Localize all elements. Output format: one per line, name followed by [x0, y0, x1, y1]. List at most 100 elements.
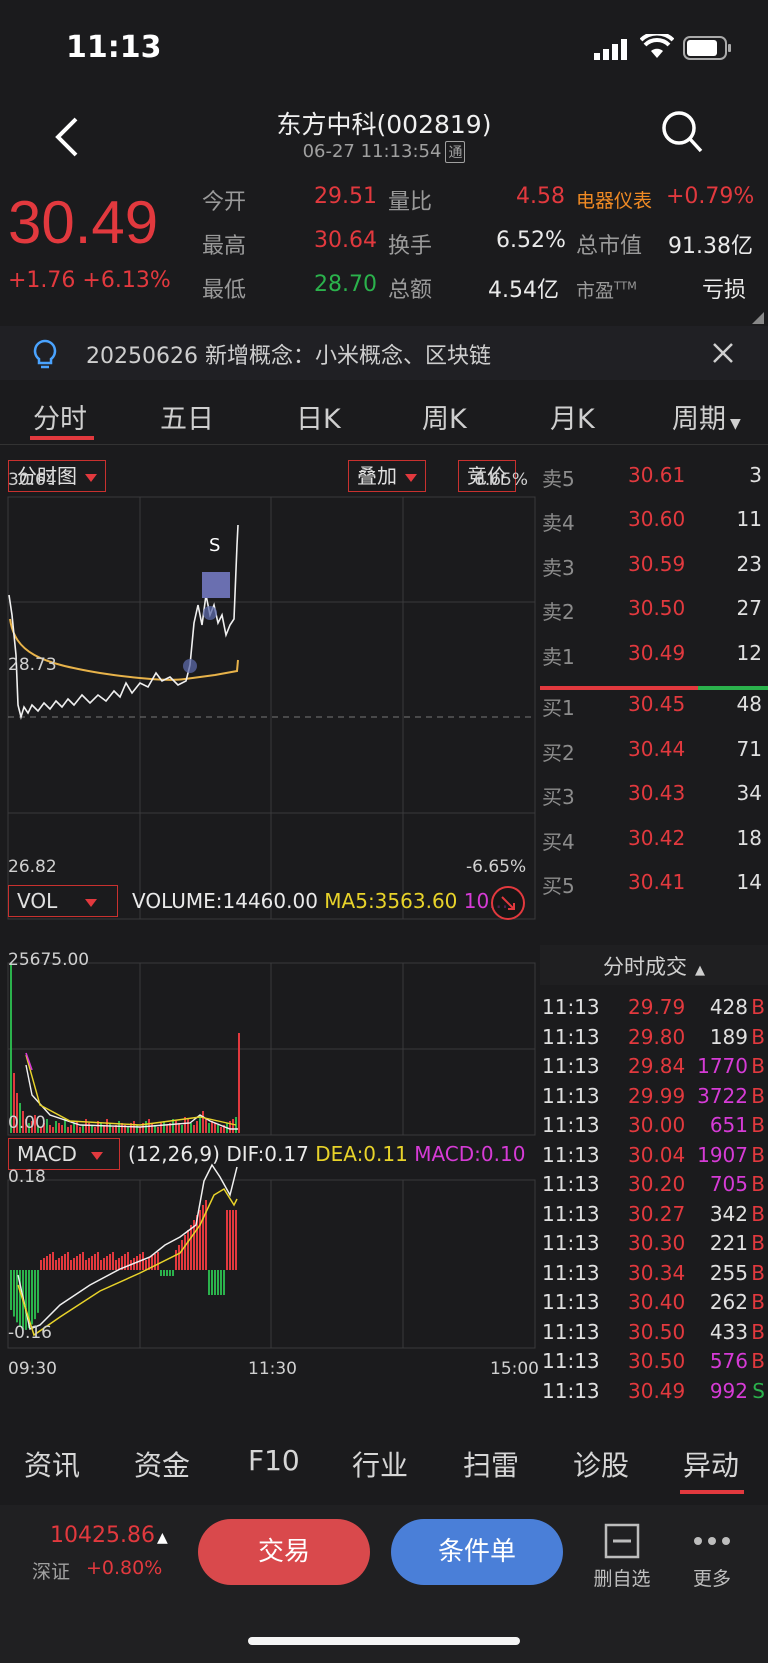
ask-row: 卖2 30.50 27 — [540, 596, 768, 626]
volume-value: VOLUME:14460.00 — [132, 889, 318, 913]
price-mid-label: 28.73 — [8, 655, 57, 675]
fullscreen-icon[interactable] — [490, 885, 526, 921]
macd-bar — [139, 1254, 141, 1270]
tab-monthly-k[interactable]: 月K — [550, 404, 595, 435]
expand-corner-icon[interactable] — [752, 312, 764, 324]
macd-bar — [112, 1252, 114, 1270]
macd-bar — [25, 1270, 27, 1330]
bid-volume: 34 — [736, 781, 762, 805]
macd-bar — [106, 1256, 108, 1270]
volume-bar — [67, 1127, 69, 1133]
overlay-dropdown[interactable]: 叠加 — [348, 460, 426, 492]
tab-daily-k[interactable]: 日K — [296, 404, 341, 435]
bid-ask-ratio-green — [698, 686, 768, 690]
macd-bar — [49, 1254, 51, 1270]
macd-bar — [202, 1205, 204, 1270]
tab-news[interactable]: 资讯 — [24, 1449, 81, 1482]
bid-row: 买4 30.42 18 — [540, 826, 768, 856]
volume-bar — [157, 1127, 159, 1133]
open-value: 29.51 — [314, 184, 377, 209]
dropdown-caret-icon — [85, 473, 97, 482]
order-book[interactable]: 卖5 30.61 3 卖4 30.60 11 卖3 30.59 23 卖2 30.50 27 卖… — [540, 455, 768, 935]
volume-bar — [31, 1121, 33, 1133]
volume-bar — [184, 1117, 186, 1133]
trade-time: 11:13 — [542, 1260, 600, 1285]
bid-label: 买1 — [542, 696, 575, 720]
conditional-order-button[interactable]: 条件单 — [391, 1519, 563, 1585]
search-icon[interactable] — [660, 109, 704, 155]
trade-point-marker — [183, 659, 197, 673]
tab-diagnosis[interactable]: 诊股 — [573, 1449, 630, 1482]
macd-bar — [151, 1256, 153, 1270]
tab-anomaly[interactable]: 异动 — [683, 1449, 740, 1482]
macd-bar — [82, 1252, 84, 1270]
chart-canvas — [7, 496, 536, 1349]
datetime-text: 06-27 11:13:54 — [302, 141, 442, 162]
trade-button[interactable]: 交易 — [198, 1519, 370, 1585]
trade-time: 11:13 — [542, 1142, 600, 1167]
ask-price: 30.49 — [628, 641, 686, 665]
macd-bar — [58, 1258, 60, 1270]
macd-bar — [226, 1210, 228, 1270]
stock-title: 东方中科(002819) — [276, 110, 492, 139]
more-button[interactable]: 更多 — [672, 1523, 752, 1591]
index-value[interactable]: 10425.86 ▲ — [50, 1523, 168, 1548]
dropdown-caret-icon — [85, 898, 98, 907]
sell-signal-label[interactable]: S — [209, 535, 221, 556]
volume-bar — [169, 1123, 171, 1133]
chart-type-dropdown[interactable]: 分时图 — [8, 460, 106, 492]
volume-bar — [10, 963, 12, 1133]
price-change: +1.76 +6.13% — [8, 268, 171, 293]
tab-period[interactable]: 周期 ▼ — [672, 397, 741, 436]
tab-funds[interactable]: 资金 — [134, 1449, 191, 1482]
volume-bar — [103, 1125, 105, 1133]
bid-label: 买5 — [542, 874, 575, 898]
macd-bar — [109, 1254, 111, 1270]
ask-row: 卖4 30.60 11 — [540, 507, 768, 537]
macd-bar — [88, 1258, 90, 1270]
chart-area[interactable]: 分时图 叠加 竞价 — [0, 455, 540, 1430]
tab-f10[interactable]: F10 — [248, 1444, 300, 1477]
macd-bar — [124, 1254, 126, 1270]
trade-time: 11:13 — [542, 1290, 600, 1314]
tab-weekly-k[interactable]: 周K — [422, 404, 467, 435]
concept-notice[interactable]: 20250626 新增概念：小米概念、区块链 — [0, 326, 768, 380]
mktcap-label: 总市值 — [576, 234, 643, 259]
tab-risk-scan[interactable]: 扫雷 — [463, 1449, 520, 1482]
volume-bar — [25, 1119, 27, 1133]
change-abs: +1.76 — [8, 268, 76, 293]
trade-side: B — [751, 1349, 765, 1373]
macd-bar — [178, 1245, 180, 1270]
last-price: 30.49 — [8, 189, 159, 256]
dropdown-caret-icon — [90, 1151, 103, 1160]
macd-bar — [76, 1256, 78, 1270]
auction-button[interactable]: 竞价 — [458, 460, 516, 492]
volume-bar — [82, 1125, 84, 1133]
trade-volume: 189 — [709, 1024, 748, 1049]
volume-bar — [154, 1125, 156, 1133]
home-indicator[interactable] — [248, 1637, 520, 1645]
trade-side: B — [751, 1083, 765, 1108]
macd-bar — [145, 1260, 147, 1270]
bid-row: 买1 30.45 48 — [540, 692, 768, 722]
macd-bar — [121, 1256, 123, 1270]
macd-bar — [157, 1252, 159, 1270]
bid-label: 买3 — [542, 785, 575, 809]
remove-watchlist-button[interactable]: 删自选 — [582, 1523, 662, 1591]
back-icon[interactable] — [54, 117, 80, 157]
low-value: 28.70 — [314, 272, 377, 297]
index-name: 深证 — [32, 1561, 71, 1583]
close-icon[interactable] — [712, 342, 734, 364]
sector-name[interactable]: 电器仪表 — [576, 190, 653, 212]
volume-indicator-dropdown[interactable]: VOL — [8, 885, 118, 917]
tab-industry[interactable]: 行业 — [352, 1449, 409, 1482]
trade-volume: 3722 — [697, 1083, 748, 1108]
trades-header[interactable]: 分时成交 ▲ — [540, 945, 768, 985]
trade-side: B — [751, 1113, 765, 1137]
tab-intraday[interactable]: 分时 — [33, 404, 87, 435]
volume-bar — [163, 1121, 165, 1133]
macd-indicator-dropdown[interactable]: MACD — [8, 1138, 120, 1170]
tab-five-day[interactable]: 五日 — [160, 404, 214, 435]
trade-volume: 1770 — [697, 1054, 748, 1078]
trade-row: 11:13 30.34 255 B — [540, 1261, 768, 1289]
